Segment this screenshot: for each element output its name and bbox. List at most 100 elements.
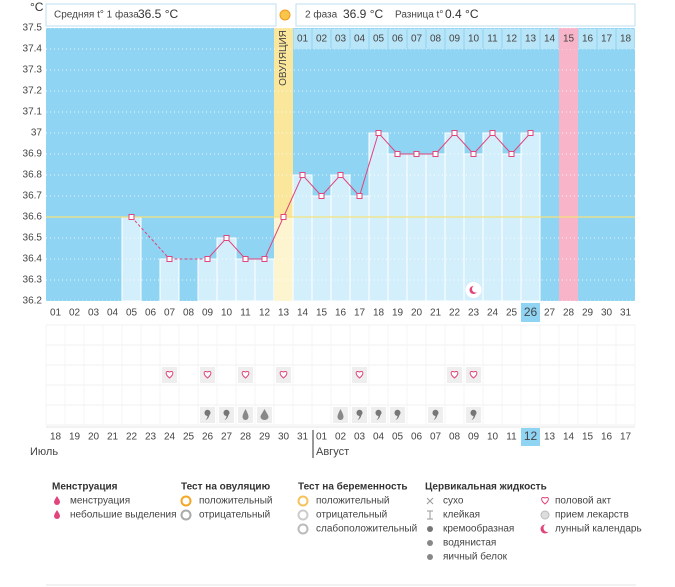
creamy-icon <box>470 409 477 420</box>
legend-title: Менструация <box>52 482 118 493</box>
temp-point <box>299 172 306 178</box>
temp-point <box>375 130 382 136</box>
y-tick-label: 37 <box>31 128 43 139</box>
y-tick-label: 36.8 <box>23 170 43 181</box>
phase2-day-cell <box>445 29 464 49</box>
date: 16 <box>601 432 613 443</box>
temp-point <box>223 235 230 241</box>
legend-title: Цервикальная жидкость <box>425 482 547 493</box>
cycle-day: 27 <box>544 308 556 319</box>
date: 14 <box>563 432 575 443</box>
legend-item: отрицательный <box>199 510 270 521</box>
watery-icon <box>242 409 249 420</box>
phase1-value: 36.5 °C <box>138 7 178 21</box>
date: 02 <box>335 432 347 443</box>
phase2-day-cell <box>540 29 559 49</box>
phase1-label: Средняя t° 1 фаза <box>54 9 139 21</box>
date: 26 <box>202 432 214 443</box>
cycle-day: 03 <box>88 308 100 319</box>
legend-title: Тест на беременность <box>298 481 408 493</box>
phase2-day: 02 <box>316 34 328 45</box>
date: 31 <box>297 432 309 443</box>
legend-icon <box>180 509 192 521</box>
cycle-day: 06 <box>145 308 157 319</box>
y-tick-label: 36.3 <box>23 275 43 286</box>
temp-point <box>166 256 173 262</box>
cycle-day: 02 <box>69 308 81 319</box>
creamy-icon <box>432 409 439 420</box>
date: 20 <box>88 432 100 443</box>
new-cycle-column <box>559 28 578 301</box>
legend-item: кремообразная <box>443 523 514 535</box>
legend-icon <box>297 509 309 521</box>
creamy-icon <box>375 409 382 420</box>
date: 12 <box>524 429 538 443</box>
heart-icon <box>203 371 212 379</box>
legend-heart <box>541 497 549 505</box>
date: 27 <box>221 432 233 443</box>
cycle-day: 17 <box>354 308 366 319</box>
date: 17 <box>620 432 632 443</box>
phase1-box <box>45 3 277 27</box>
temp-point <box>261 256 268 262</box>
temp-point <box>451 130 458 136</box>
creamy-icon <box>394 409 401 420</box>
date: 07 <box>430 432 442 443</box>
date: 05 <box>392 432 404 443</box>
phase2-day: 17 <box>601 34 613 45</box>
date: 22 <box>126 432 138 443</box>
phase2-day-cell <box>388 29 407 49</box>
phase2-day-cell <box>616 29 635 49</box>
y-axis-label: °C <box>30 0 44 14</box>
date: 08 <box>449 432 461 443</box>
cycle-day: 08 <box>183 308 195 319</box>
legend-drop <box>54 510 60 519</box>
creamy-icon <box>204 409 211 420</box>
creamy-icon <box>223 409 230 420</box>
date: 04 <box>373 432 385 443</box>
watery-icon <box>337 409 344 420</box>
moon-icon-cut <box>472 285 479 293</box>
cycle-day: 26 <box>524 305 538 319</box>
temp-bar <box>216 237 237 302</box>
today-box <box>521 303 540 322</box>
date: 29 <box>259 432 271 443</box>
phase2-day-cell <box>502 29 521 49</box>
date: 01 <box>316 432 328 443</box>
date: 10 <box>487 432 499 443</box>
temp-bar <box>387 153 408 302</box>
today-date-box <box>521 428 540 446</box>
temp-point <box>128 214 135 220</box>
temp-point <box>356 193 363 199</box>
legend-item: прием лекарств <box>555 510 629 521</box>
date: 28 <box>240 432 252 443</box>
legend-drop <box>54 496 60 505</box>
legend-item: менструация <box>70 496 130 507</box>
y-tick-label: 36.6 <box>23 212 43 223</box>
legend-icon <box>180 495 192 507</box>
phase2-day-cell <box>483 29 502 49</box>
legend-item: клейкая <box>443 510 480 521</box>
temp-bar <box>425 153 446 302</box>
cycle-day: 14 <box>297 308 309 319</box>
legend-item: яичный белок <box>443 551 508 563</box>
date: 18 <box>50 432 62 443</box>
phase2-day-cell <box>426 29 445 49</box>
cycle-day: 28 <box>563 308 575 319</box>
temp-point <box>413 151 420 157</box>
y-tick-label: 37.3 <box>23 65 43 76</box>
phase2-day: 09 <box>449 34 461 45</box>
temp-point <box>470 151 477 157</box>
date: 30 <box>278 432 290 443</box>
cycle-day: 22 <box>449 308 461 319</box>
cycle-day: 10 <box>221 308 233 319</box>
temp-bar <box>463 153 484 302</box>
cycle-day: 24 <box>487 308 499 319</box>
phase2-day-cell <box>578 29 597 49</box>
phase2-day: 11 <box>487 34 498 45</box>
y-tick-label: 37.4 <box>23 44 43 55</box>
cycle-day: 13 <box>278 308 290 319</box>
y-tick-label: 36.7 <box>23 191 43 202</box>
heart-icon <box>450 371 459 379</box>
date: 09 <box>468 432 480 443</box>
